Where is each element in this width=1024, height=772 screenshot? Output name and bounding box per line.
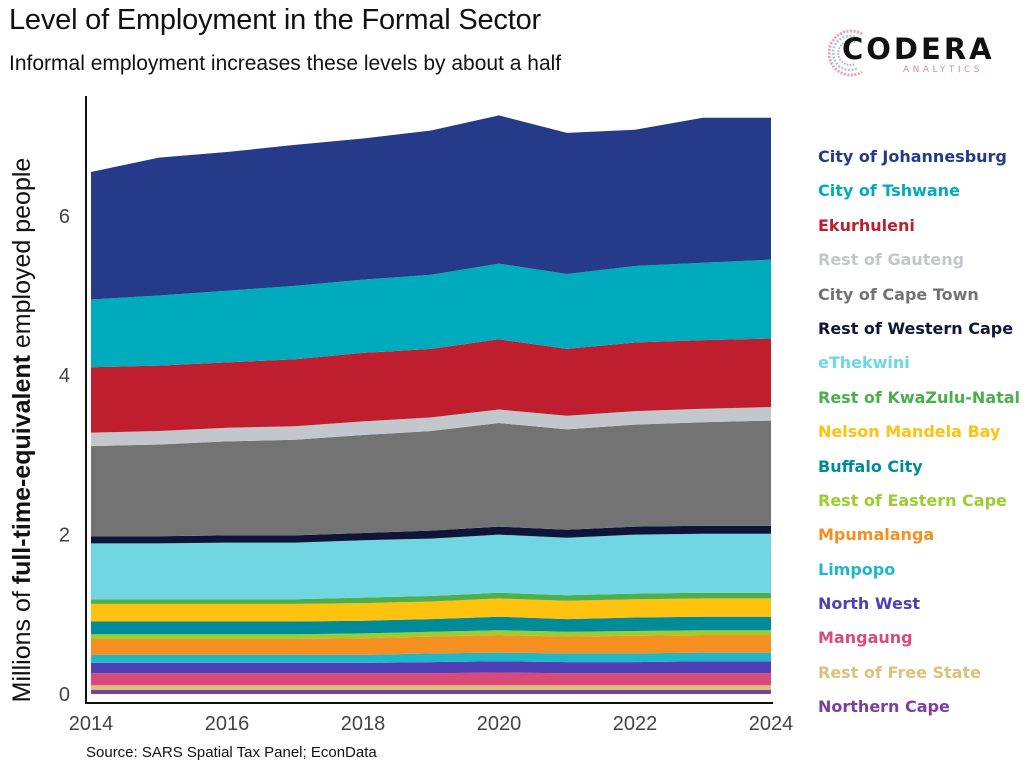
legend-item-rest-of-free-state: Rest of Free State	[818, 662, 981, 682]
codera-logo: CODERA ANALYTICS	[828, 26, 1018, 86]
area-rest-of-gauteng	[91, 407, 771, 447]
legend-item-north-west: North West	[818, 594, 920, 614]
x-tick-label: 2016	[205, 713, 250, 735]
legend-item-ethekwini: eThekwini	[818, 353, 910, 373]
legend-item-rest-of-eastern-cape: Rest of Eastern Cape	[818, 490, 1007, 510]
legend-item-rest-of-gauteng: Rest of Gauteng	[818, 250, 965, 270]
area-ekurhuleni	[91, 338, 771, 433]
area-layers	[91, 115, 771, 694]
area-mangaung	[91, 672, 771, 686]
area-city-of-tshwane	[91, 259, 771, 368]
area-city-of-johannesburg	[91, 115, 771, 300]
area-rest-of-kwazulu-natal	[91, 592, 771, 604]
logo-wordmark: CODERA	[842, 32, 995, 66]
legend: City of Johannesburg City of Tshwane Ekurh…	[818, 146, 1020, 731]
legend-item-mangaung: Mangaung	[818, 628, 913, 648]
legend-item-buffalo-city: Buffalo City	[818, 456, 923, 476]
legend-item-city-of-johannesburg: City of Johannesburg	[818, 147, 1007, 166]
area-north-west	[91, 661, 771, 674]
source-note: Source: SARS Spatial Tax Panel; EconData	[86, 744, 377, 761]
legend-item-limpopo: Limpopo	[818, 559, 896, 579]
area-rest-of-eastern-cape	[91, 630, 771, 639]
x-tick-label: 2014	[69, 713, 114, 735]
legend-item-mpumalanga: Mpumalanga	[818, 525, 935, 545]
x-tick-label: 2018	[341, 713, 386, 735]
area-northern-cape	[91, 690, 771, 694]
y-axis-label-bold: full-time-equivalent	[8, 354, 36, 584]
y-axis-label: Millions of full-time-equivalent employe…	[8, 158, 36, 703]
y-axis-label-suffix: employed people	[8, 158, 36, 355]
area-nelson-mandela-bay	[91, 598, 771, 622]
legend-item-city-of-tshwane: City of Tshwane	[818, 181, 960, 201]
y-tick-label: 6	[59, 206, 70, 228]
legend-item-city-of-cape-town: City of Cape Town	[818, 284, 979, 304]
x-tick-label: 2020	[477, 713, 522, 735]
y-tick-labels: 0 2 4 6	[59, 206, 70, 706]
logo-mark-icon	[828, 29, 863, 77]
legend-item-ekurhuleni: Ekurhuleni	[818, 215, 915, 235]
chart-title: Level of Employment in the Formal Sector	[9, 4, 541, 36]
area-mpumalanga	[91, 635, 771, 655]
legend-item-northern-cape: Northern Cape	[818, 697, 950, 717]
area-rest-of-western-cape	[91, 525, 771, 544]
x-tick-label: 2022	[613, 713, 658, 735]
chart-subtitle: Informal employment increases these leve…	[9, 52, 562, 75]
legend-item-rest-of-kwazulu-natal: Rest of KwaZulu-Natal	[818, 387, 1021, 407]
area-limpopo	[91, 652, 771, 663]
x-tick-label: 2024	[749, 713, 794, 735]
area-ethekwini	[91, 533, 771, 600]
y-tick-label: 2	[59, 525, 70, 547]
area-city-of-cape-town	[91, 420, 771, 537]
area-buffalo-city	[91, 616, 771, 635]
area-rest-of-free-state	[91, 685, 771, 690]
legend-item-nelson-mandela-bay: Nelson Mandela Bay	[818, 422, 1001, 442]
logo-tagline: ANALYTICS	[903, 65, 984, 75]
y-tick-label: 4	[59, 365, 70, 387]
legend-item-rest-of-western-cape: Rest of Western Cape	[818, 318, 1014, 338]
y-axis-label-prefix: Millions of	[8, 584, 36, 702]
y-tick-label: 0	[59, 684, 70, 706]
x-tick-labels: 2014 2016 2018 2020 2022 2024	[69, 713, 794, 735]
